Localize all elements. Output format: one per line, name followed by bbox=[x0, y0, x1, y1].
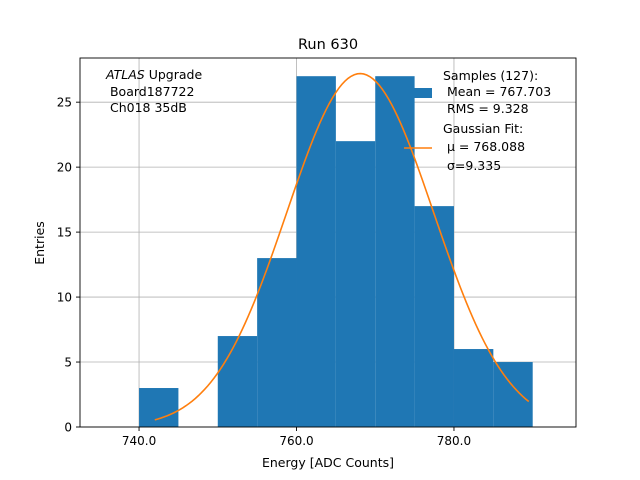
y-tick-label: 10 bbox=[57, 291, 72, 305]
histogram-bar bbox=[493, 362, 533, 427]
atlas-annotation: ATLAS Upgrade Board187722 Ch018 35dB bbox=[105, 67, 202, 115]
histogram-bar bbox=[414, 206, 454, 427]
legend-fit-line-3: σ=9.335 bbox=[443, 158, 501, 173]
gaussian-fit-curve bbox=[154, 72, 530, 421]
plot-frame bbox=[79, 57, 577, 428]
annotation-board: Board187722 bbox=[106, 84, 194, 99]
x-tick-label: 760.0 bbox=[279, 434, 313, 448]
x-tick-label: 740.0 bbox=[122, 434, 156, 448]
histogram-bar bbox=[296, 76, 336, 428]
histogram-bar bbox=[453, 349, 494, 427]
legend-samples-line-3: RMS = 9.328 bbox=[443, 101, 529, 116]
legend-fit-line-1: Gaussian Fit: bbox=[443, 121, 523, 136]
y-tick-label: 5 bbox=[64, 356, 72, 370]
legend-fit-line-2: μ = 768.088 bbox=[443, 139, 525, 154]
y-tick-label: 20 bbox=[57, 161, 72, 175]
legend-samples-swatch bbox=[404, 88, 432, 98]
svg-text:ATLAS Upgrade: ATLAS Upgrade bbox=[105, 67, 202, 82]
x-axis-ticks: 740.0 760.0 780.0 bbox=[122, 427, 471, 448]
legend: Samples (127): Mean = 767.703 RMS = 9.32… bbox=[404, 68, 551, 173]
histogram-bar bbox=[139, 388, 179, 427]
annotation-channel: Ch018 35dB bbox=[106, 100, 187, 115]
atlas-label: ATLAS bbox=[105, 67, 145, 82]
histogram-bar bbox=[217, 336, 258, 427]
histogram-bar bbox=[375, 76, 415, 428]
histogram-bar bbox=[257, 258, 297, 427]
chart-title: Run 630 bbox=[298, 37, 358, 53]
legend-samples-line-2: Mean = 767.703 bbox=[443, 84, 551, 99]
y-axis-ticks: 0 5 10 15 20 25 bbox=[57, 96, 80, 435]
y-tick-label: 25 bbox=[57, 96, 72, 110]
histogram-bar bbox=[335, 141, 376, 428]
annotation-upgrade: Upgrade bbox=[145, 67, 203, 82]
y-axis-label: Entries bbox=[32, 221, 47, 265]
x-tick-label: 780.0 bbox=[437, 434, 471, 448]
histogram-bars bbox=[139, 76, 533, 428]
legend-samples-line-1: Samples (127): bbox=[443, 68, 538, 83]
x-axis-label: Energy [ADC Counts] bbox=[262, 455, 394, 470]
y-tick-label: 0 bbox=[64, 421, 72, 435]
y-tick-label: 15 bbox=[57, 226, 72, 240]
